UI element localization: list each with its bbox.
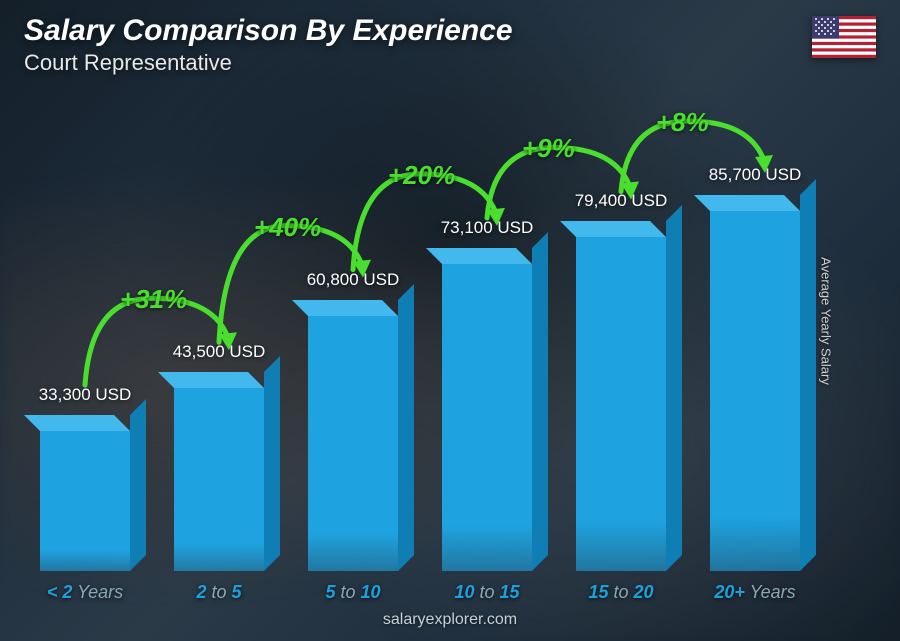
pct-change-label: +40% [254, 212, 321, 243]
bar-value-label: 73,100 USD [441, 218, 534, 238]
bar-2: 60,800 USD5 to 10 [308, 316, 398, 571]
bar-value-label: 33,300 USD [39, 385, 132, 405]
x-axis-label: 15 to 20 [588, 582, 653, 603]
x-axis-label: 2 to 5 [196, 582, 241, 603]
bar-value-label: 60,800 USD [307, 270, 400, 290]
x-axis-label: < 2 Years [47, 582, 123, 603]
bar-value-label: 79,400 USD [575, 191, 668, 211]
bar-3: 73,100 USD10 to 15 [442, 264, 532, 571]
flag-icon [812, 16, 876, 58]
bar-5: 85,700 USD20+ Years [710, 211, 800, 571]
bar-value-label: 43,500 USD [173, 342, 266, 362]
chart-subtitle: Court Representative [24, 50, 876, 76]
x-axis-label: 5 to 10 [325, 582, 380, 603]
pct-change-label: +20% [388, 160, 455, 191]
pct-change-label: +31% [120, 284, 187, 315]
x-axis-label: 10 to 15 [454, 582, 519, 603]
chart-container: Salary Comparison By Experience Court Re… [0, 0, 900, 641]
pct-change-label: +9% [522, 133, 575, 164]
bar-4: 79,400 USD15 to 20 [576, 237, 666, 571]
footer-attribution: salaryexplorer.com [0, 611, 900, 629]
chart-title: Salary Comparison By Experience [24, 14, 876, 48]
bar-value-label: 85,700 USD [709, 165, 802, 185]
bar-0: 33,300 USD< 2 Years [40, 431, 130, 571]
header: Salary Comparison By Experience Court Re… [24, 14, 876, 76]
x-axis-label: 20+ Years [714, 582, 795, 603]
bar-1: 43,500 USD2 to 5 [174, 388, 264, 571]
chart-area: 33,300 USD< 2 Years 43,500 USD2 to 5 60,80… [40, 101, 840, 571]
pct-change-label: +8% [656, 107, 709, 138]
